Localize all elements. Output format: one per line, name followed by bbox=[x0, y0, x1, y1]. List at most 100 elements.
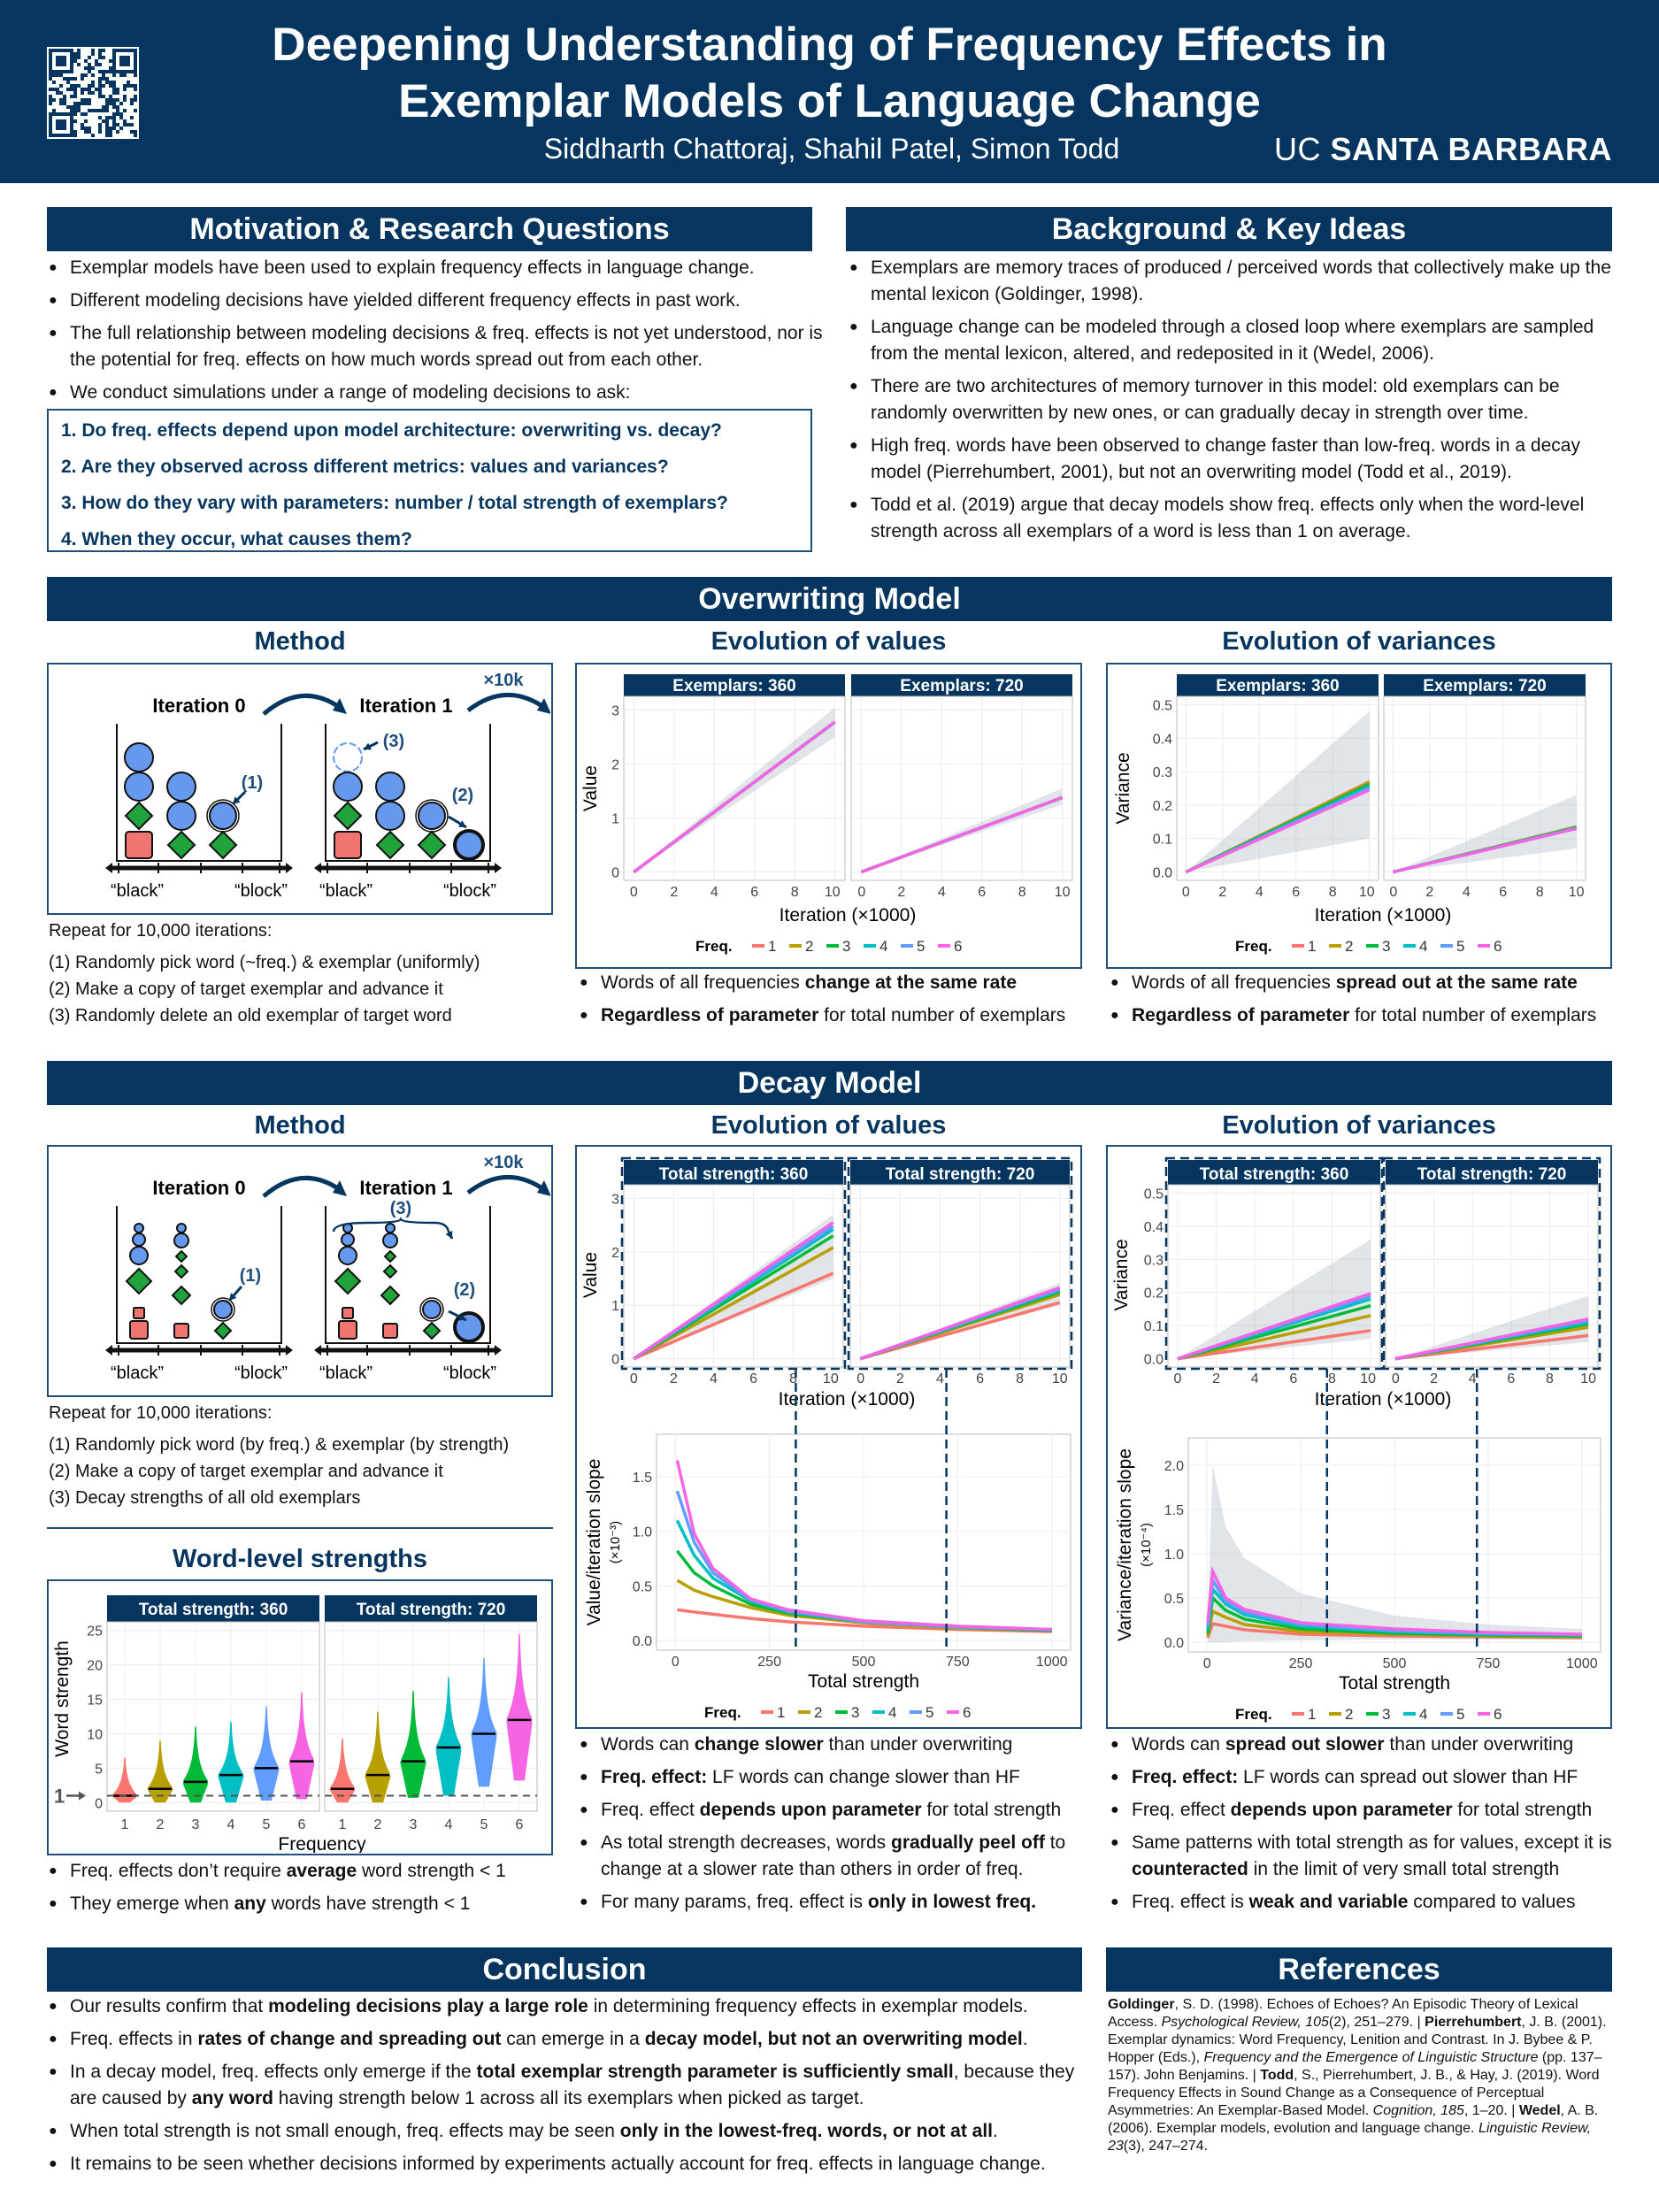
qr-module bbox=[66, 77, 70, 81]
qr-module bbox=[123, 88, 127, 91]
qr-module bbox=[112, 59, 116, 63]
decay-values-title: Evolution of values bbox=[710, 1111, 947, 1140]
violin-freq-4 bbox=[218, 1722, 244, 1803]
x-tick-label: 250 bbox=[757, 1655, 781, 1670]
qr-module bbox=[70, 84, 73, 88]
exemplar-diamond bbox=[213, 1321, 233, 1340]
qr-module bbox=[59, 98, 63, 102]
word-block-label: “block” bbox=[443, 881, 496, 901]
facet-strip-label: Total strength: 720 bbox=[357, 1601, 506, 1619]
x-tick-label: 8 bbox=[1536, 885, 1544, 900]
text-segment: Exemplars are memory traces of produced … bbox=[871, 257, 1611, 304]
qr-module bbox=[105, 134, 109, 137]
bullet-text: Words of all frequencies change at the s… bbox=[601, 970, 1017, 996]
qr-module bbox=[127, 56, 130, 59]
pointer-arrow-head-icon bbox=[364, 742, 372, 750]
text-segment: Different modeling decisions have yielde… bbox=[70, 290, 741, 311]
text-segment: Words of all frequencies bbox=[1132, 972, 1336, 993]
qr-module bbox=[73, 95, 77, 98]
word-block-label: “block” bbox=[234, 881, 288, 901]
motivation-heading: Motivation & Research Questions bbox=[47, 207, 812, 251]
facet-strip bbox=[325, 1595, 537, 1622]
qr-module bbox=[105, 119, 109, 123]
qr-module bbox=[88, 84, 91, 88]
y-tick-label: 0.1 bbox=[1153, 833, 1172, 848]
x-tick-label: 0 bbox=[672, 1655, 680, 1670]
text-segment: than under overwriting bbox=[823, 1734, 1013, 1755]
text-segment: average bbox=[286, 1861, 357, 1881]
qr-module bbox=[63, 123, 66, 127]
bullet-item: ● Words of all frequencies spread out at … bbox=[1110, 970, 1632, 996]
exemplar-circle bbox=[422, 1300, 442, 1319]
x-tick-label: 4 bbox=[1256, 885, 1263, 900]
bullet-item: ● It remains to be seen whether decisions… bbox=[49, 2151, 1093, 2177]
spread-band bbox=[634, 1214, 833, 1359]
legend-label-freq-5: 5 bbox=[926, 1704, 933, 1721]
facet-strip-label: Total strength: 720 bbox=[1417, 1165, 1567, 1184]
violin-freq-2 bbox=[365, 1711, 391, 1803]
qr-module bbox=[102, 56, 105, 59]
qr-module bbox=[91, 49, 95, 52]
exemplar-diamond bbox=[125, 1267, 153, 1295]
qr-module bbox=[116, 112, 119, 116]
text-segment: Our results confirm that bbox=[70, 1996, 269, 2016]
qr-module bbox=[70, 52, 73, 56]
qr-module bbox=[119, 49, 123, 52]
qr-module bbox=[112, 119, 116, 123]
qr-module bbox=[102, 95, 105, 98]
overwriting-values-title: Evolution of values bbox=[710, 627, 947, 656]
bullet-icon: ● bbox=[580, 975, 588, 990]
qr-module bbox=[119, 116, 123, 119]
qr-module bbox=[130, 49, 134, 52]
legend-label-freq-2: 2 bbox=[1345, 1706, 1353, 1723]
facet-panel: Total strength: 720 1 2 3 4 5 6 bbox=[324, 1595, 538, 1832]
x-tick-label: 1000 bbox=[1566, 1656, 1598, 1671]
exemplar-diamond bbox=[333, 801, 363, 831]
exemplar-circle bbox=[375, 801, 405, 831]
x-tick-label: 500 bbox=[1383, 1656, 1407, 1671]
bullet-item: ● As total strength decreases, words grad… bbox=[580, 1830, 1097, 1883]
text-segment: weak and variable bbox=[1248, 1892, 1409, 1912]
y-tick-label: 1 bbox=[611, 812, 619, 827]
x-tick-label: 2 bbox=[670, 1371, 678, 1386]
qr-module bbox=[70, 95, 73, 98]
axis-arrow-left-icon bbox=[314, 863, 321, 873]
facet-strip bbox=[1168, 1160, 1380, 1185]
text-segment: When total strength is not small enough,… bbox=[70, 2121, 620, 2141]
x-tick-label: 4 bbox=[936, 1371, 944, 1386]
x-tick-label: 4 bbox=[1469, 1371, 1477, 1386]
legend-label-freq-3: 3 bbox=[851, 1704, 859, 1721]
text-segment: As total strength decreases, words bbox=[601, 1832, 891, 1853]
qr-module bbox=[105, 123, 109, 127]
bullet-item: ● Regardless of parameter for total numbe… bbox=[1110, 1002, 1632, 1029]
qr-module bbox=[73, 52, 77, 56]
qr-module bbox=[91, 91, 95, 95]
bullet-text: The full relationship between modeling d… bbox=[70, 320, 832, 373]
x-tick-label: 4 bbox=[1251, 1371, 1259, 1386]
qr-module bbox=[116, 130, 119, 134]
qr-module bbox=[116, 70, 119, 73]
x-tick-label: 10 bbox=[1580, 1371, 1596, 1386]
section-divider bbox=[47, 1527, 553, 1529]
violin-freq-1 bbox=[111, 1757, 138, 1803]
exemplar-diamond bbox=[166, 830, 196, 860]
facet-strip-label: Total strength: 720 bbox=[886, 1165, 1035, 1184]
qr-module bbox=[123, 59, 127, 63]
violin-freq-3 bbox=[400, 1691, 426, 1798]
text-segment: depends upon parameter bbox=[1230, 1800, 1453, 1820]
qr-module bbox=[56, 59, 59, 63]
qr-module bbox=[52, 70, 56, 73]
bullet-text: Words of all frequencies spread out at t… bbox=[1132, 970, 1578, 996]
decay-variances-chart-box: Total strength: 360 0 2 4 6 8 10 0.0 0.1 0.2 0.3 0.… bbox=[1106, 1145, 1612, 1729]
y-tick-label: 20 bbox=[87, 1659, 103, 1674]
x-tick-label: 6 bbox=[1507, 1371, 1515, 1386]
text-segment: They emerge when bbox=[70, 1893, 234, 1914]
text-segment: , S. D. (1998). Echoes of Echoes? An Epi… bbox=[1108, 1997, 1578, 2030]
qr-module bbox=[88, 109, 91, 112]
text-segment: for total strength bbox=[921, 1800, 1062, 1820]
step-3-marker: (3) bbox=[390, 1199, 411, 1218]
qr-module bbox=[70, 130, 73, 134]
qr-module bbox=[88, 127, 91, 130]
violin-freq-6 bbox=[506, 1633, 533, 1781]
